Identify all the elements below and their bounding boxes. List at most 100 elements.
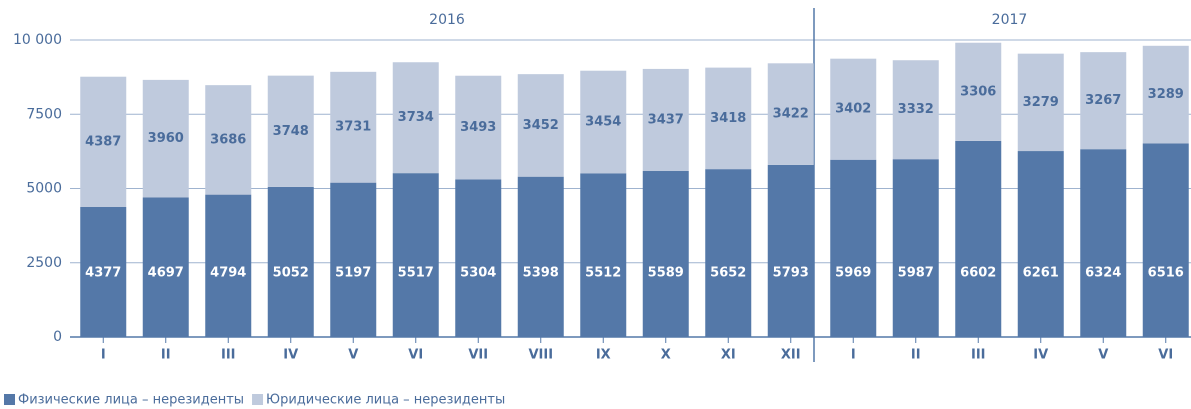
y-tick-label: 2500 bbox=[26, 255, 62, 271]
x-tick-label: V bbox=[348, 348, 358, 363]
bar-segment bbox=[267, 75, 314, 187]
bar-segment bbox=[830, 58, 877, 160]
bar-segment bbox=[1017, 53, 1064, 152]
value-label: 4697 bbox=[148, 266, 184, 281]
value-label: 3418 bbox=[710, 111, 746, 126]
x-tick-label: IV bbox=[283, 348, 298, 363]
bar-segment bbox=[892, 60, 939, 160]
value-label: 5589 bbox=[648, 266, 684, 281]
legend-label: Физические лица – нерезиденты bbox=[18, 393, 244, 408]
value-label: 6516 bbox=[1148, 266, 1184, 281]
bar-segment bbox=[80, 76, 127, 208]
value-label: 6261 bbox=[1023, 266, 1059, 281]
x-tick-label: IX bbox=[596, 348, 611, 363]
bar-segment bbox=[205, 194, 252, 337]
value-label: 3734 bbox=[398, 110, 434, 125]
bar-segment bbox=[205, 85, 252, 195]
x-tick-label: V bbox=[1098, 348, 1108, 363]
value-label: 4377 bbox=[85, 266, 121, 281]
x-tick-label: VII bbox=[468, 348, 488, 363]
bar-segment bbox=[642, 68, 689, 172]
value-label: 5052 bbox=[273, 266, 309, 281]
value-label: 3332 bbox=[898, 102, 934, 117]
value-label: 4794 bbox=[210, 266, 246, 281]
bar-segment bbox=[705, 67, 752, 170]
bar-segment bbox=[1017, 151, 1064, 337]
bar-segment bbox=[392, 62, 439, 174]
value-label: 5652 bbox=[710, 266, 746, 281]
legend-swatch bbox=[4, 394, 15, 405]
x-tick-label: III bbox=[971, 348, 986, 363]
x-tick-label: IV bbox=[1033, 348, 1048, 363]
value-label: 3960 bbox=[148, 131, 184, 146]
bar-segment bbox=[580, 173, 627, 337]
bar-segment bbox=[455, 75, 502, 180]
x-tick-label: VI bbox=[408, 348, 423, 363]
bar-segment bbox=[1142, 143, 1189, 337]
y-tick-label: 10 000 bbox=[13, 32, 62, 48]
group-label: 2016 bbox=[429, 12, 465, 28]
bar-segment bbox=[455, 179, 502, 337]
value-label: 3748 bbox=[273, 124, 309, 139]
x-tick-label: XI bbox=[721, 348, 736, 363]
bar-segment bbox=[1142, 45, 1189, 144]
value-label: 3402 bbox=[835, 102, 871, 117]
y-tick-label: 0 bbox=[53, 329, 62, 345]
value-label: 3289 bbox=[1148, 87, 1184, 102]
x-tick-label: II bbox=[911, 348, 921, 363]
value-label: 5304 bbox=[460, 266, 496, 281]
value-label: 5987 bbox=[898, 266, 934, 281]
x-tick-label: I bbox=[101, 348, 106, 363]
bar-segment bbox=[767, 164, 814, 337]
value-label: 3437 bbox=[648, 112, 684, 127]
value-label: 3731 bbox=[335, 120, 371, 135]
value-label: 3279 bbox=[1023, 95, 1059, 110]
bar-segment bbox=[580, 70, 627, 174]
value-label: 5197 bbox=[335, 266, 371, 281]
bar-segment bbox=[142, 79, 189, 198]
bar-segment bbox=[1080, 52, 1127, 150]
value-label: 3686 bbox=[210, 132, 246, 147]
bar-segment bbox=[142, 197, 189, 337]
value-label: 4387 bbox=[85, 134, 121, 149]
value-label: 3422 bbox=[773, 107, 809, 122]
bar-segment bbox=[392, 173, 439, 337]
legend-swatch bbox=[252, 394, 264, 405]
bar-segment bbox=[705, 169, 752, 337]
value-label: 6602 bbox=[960, 266, 996, 281]
x-tick-label: VI bbox=[1158, 348, 1173, 363]
bar-segment bbox=[767, 63, 814, 165]
bar-segment bbox=[330, 182, 377, 337]
value-label: 3493 bbox=[460, 120, 496, 135]
x-tick-label: I bbox=[851, 348, 856, 363]
bar-segment bbox=[955, 42, 1002, 141]
value-label: 3267 bbox=[1085, 93, 1121, 108]
bar-segment bbox=[1080, 149, 1127, 337]
x-tick-label: VIII bbox=[528, 348, 553, 363]
value-label: 5517 bbox=[398, 266, 434, 281]
bar-segment bbox=[642, 171, 689, 337]
value-label: 5969 bbox=[835, 266, 871, 281]
value-label: 6324 bbox=[1085, 266, 1121, 281]
legend-label: Юридические лица – нерезиденты bbox=[266, 393, 505, 408]
y-tick-label: 5000 bbox=[26, 181, 62, 197]
x-tick-label: II bbox=[161, 348, 171, 363]
bar-segment bbox=[517, 74, 564, 177]
bar-segment bbox=[517, 176, 564, 337]
value-label: 3452 bbox=[523, 118, 559, 133]
value-label: 3306 bbox=[960, 84, 996, 99]
x-tick-label: III bbox=[221, 348, 236, 363]
bar-segment bbox=[955, 140, 1002, 337]
bar-segment bbox=[892, 159, 939, 337]
x-tick-label: X bbox=[661, 348, 671, 363]
bar-segment bbox=[267, 186, 314, 337]
bar-segment bbox=[80, 207, 127, 337]
value-label: 3454 bbox=[585, 115, 621, 130]
y-tick-label: 7500 bbox=[26, 106, 62, 122]
x-tick-label: XII bbox=[781, 348, 801, 363]
bar-segment bbox=[330, 71, 377, 183]
group-label: 2017 bbox=[992, 12, 1028, 28]
value-label: 5793 bbox=[773, 266, 809, 281]
value-label: 5398 bbox=[523, 266, 559, 281]
